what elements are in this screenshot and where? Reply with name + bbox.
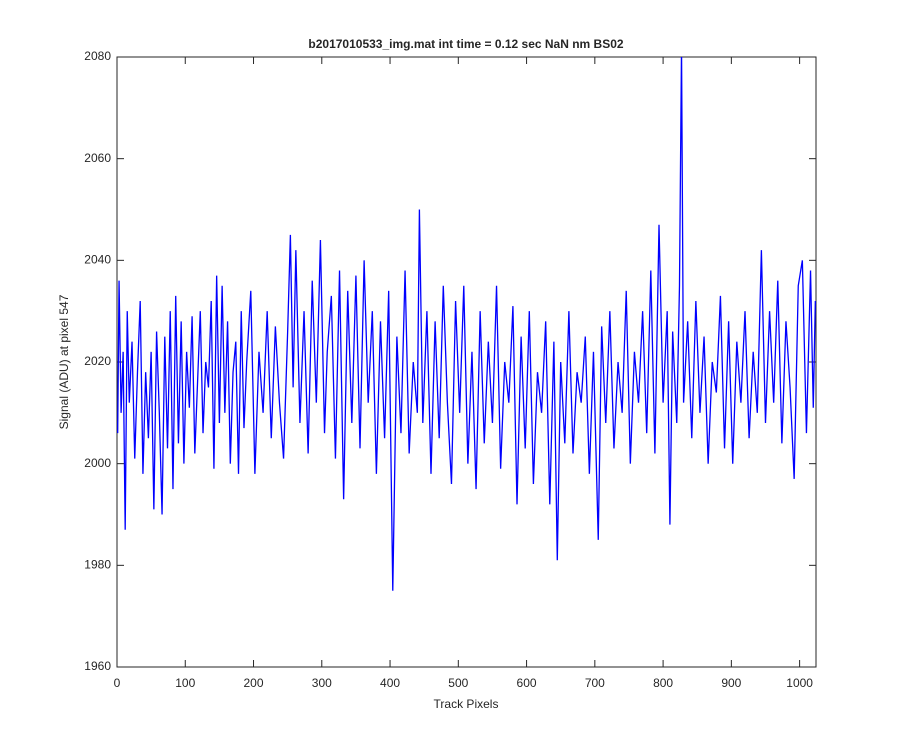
y-tick-label: 2040: [84, 253, 111, 267]
x-tick-label: 900: [721, 676, 741, 690]
x-tick-label: 600: [517, 676, 537, 690]
x-tick-label: 200: [244, 676, 264, 690]
y-tick-label: 2060: [84, 151, 111, 165]
chart-title: b2017010533_img.mat int time = 0.12 sec …: [308, 37, 623, 51]
x-tick-label: 300: [312, 676, 332, 690]
y-tick-label: 1960: [84, 659, 111, 673]
x-tick-label: 800: [653, 676, 673, 690]
x-tick-label: 0: [114, 676, 121, 690]
data-line: [117, 57, 816, 591]
x-tick-label: 1000: [786, 676, 813, 690]
x-axis-label: Track Pixels: [434, 697, 499, 711]
x-tick-label: 100: [175, 676, 195, 690]
x-tick-label: 500: [448, 676, 468, 690]
plot-area: [116, 56, 817, 668]
y-axis-label: Signal (ADU) at pixel 547: [57, 294, 71, 429]
x-tick-label: 400: [380, 676, 400, 690]
x-tick-label: 700: [585, 676, 605, 690]
y-tick-label: 2080: [84, 49, 111, 63]
y-tick-label: 2020: [84, 354, 111, 368]
y-tick-label: 2000: [84, 456, 111, 470]
y-tick-label: 1980: [84, 558, 111, 572]
